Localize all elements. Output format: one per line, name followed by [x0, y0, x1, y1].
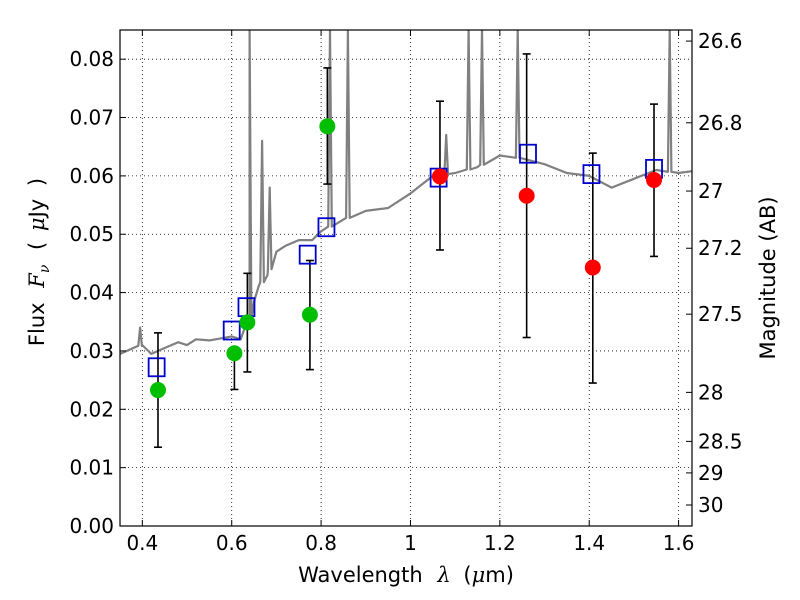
- x-tick-label: 1: [404, 531, 417, 555]
- right-tick-label: 29: [698, 461, 723, 485]
- model-photometry-square: [147, 357, 166, 378]
- y-tick-label: 0.04: [69, 281, 114, 305]
- x-tick-label: 1.4: [573, 531, 605, 555]
- x-axis-label-unit-open: (: [463, 563, 471, 587]
- right-tick-label: 27.5: [698, 302, 743, 326]
- y-tick-label: 0.02: [69, 397, 114, 421]
- green-data-point: [226, 345, 243, 362]
- red-data-point: [431, 168, 448, 185]
- right-tick-label: 26.6: [698, 29, 743, 53]
- x-tick-label: 1.2: [484, 531, 516, 555]
- green-data-point: [239, 314, 256, 331]
- y-axis-label-subscript: ν: [37, 264, 53, 273]
- right-tick-label: 27: [698, 179, 723, 203]
- red-data-point: [646, 171, 663, 188]
- plot-background: [120, 30, 692, 526]
- x-axis-label-prefix: Wavelength: [298, 563, 423, 587]
- y-axis-label: Flux Fν ( μJy ): [25, 178, 54, 346]
- y-tick-label: 0.08: [69, 47, 114, 71]
- right-tick-label: 26.8: [698, 111, 743, 135]
- y-tick-label: 0.03: [69, 339, 114, 363]
- y-axis-label-unit-mu: μ: [25, 217, 49, 231]
- right-tick-label: 30: [698, 493, 723, 517]
- model-photometry-square: [519, 143, 537, 164]
- plot-frame: [119, 29, 693, 527]
- right-tick-label: 28.5: [698, 429, 743, 453]
- y-tick-label: 0.06: [69, 164, 114, 188]
- green-data-point: [319, 118, 336, 135]
- green-data-point: [149, 382, 166, 399]
- y-axis-label-unit-close: ): [25, 178, 49, 186]
- y-axis-label-unit-rest: Jy: [25, 199, 49, 220]
- right-tick-label: 28: [698, 380, 723, 404]
- y-tick-label: 0.07: [69, 106, 114, 130]
- y-tick-label: 0.05: [69, 222, 114, 246]
- x-tick-label: 0.6: [216, 531, 248, 555]
- green-data-point: [301, 306, 318, 323]
- y-tick-label: 0.00: [69, 514, 114, 538]
- x-tick-label: 0.8: [305, 531, 337, 555]
- right-tick-label: 27.2: [698, 236, 743, 260]
- y-tick-label: 0.01: [69, 456, 114, 480]
- model-photometry-square: [317, 217, 336, 238]
- model-photometry-square: [222, 320, 241, 341]
- y-axis-label-symbol: F: [25, 272, 49, 289]
- y-axis-label-unit-open: (: [25, 242, 49, 250]
- x-axis-label-unit-rest: m): [485, 563, 514, 587]
- red-data-point: [584, 259, 601, 276]
- model-photometry-square: [298, 244, 317, 265]
- x-axis-label: Wavelength λ (μm): [298, 563, 514, 587]
- x-tick-label: 0.4: [126, 531, 158, 555]
- red-data-point: [518, 187, 535, 204]
- x-tick-label: 1.6: [663, 531, 695, 555]
- ticks-layer: 0.4 0.6 0.8 1 1.2 1.4 1.6 0.00 0.01 0.02 0.03 0.04 0…: [69, 29, 742, 555]
- marker-layer: [147, 118, 663, 399]
- x-axis-label-symbol: λ: [436, 563, 450, 587]
- x-axis-label-unit-mu: μ: [472, 563, 486, 587]
- right-axis-label: Magnitude (AB): [756, 196, 780, 359]
- model-photometry-square: [582, 164, 601, 185]
- y-axis-label-prefix: Flux: [25, 302, 49, 346]
